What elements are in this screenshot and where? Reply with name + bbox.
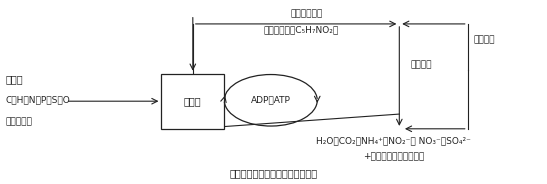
Text: +能量有机酸、醇、胺等: +能量有机酸、醇、胺等 [363,153,424,162]
Text: 微生物: 微生物 [184,96,202,106]
Text: 微生物细胞（C₅H₇NO₂）: 微生物细胞（C₅H₇NO₂） [264,26,339,35]
Text: 恶臭生物处理中污染物的转化过程: 恶臭生物处理中污染物的转化过程 [229,169,318,178]
Text: 有机物: 有机物 [5,74,23,84]
Text: H₂O、CO₂、NH₄⁺、NO₂⁻、 NO₃⁻、SO₄²⁻: H₂O、CO₂、NH₄⁺、NO₂⁻、 NO₃⁻、SO₄²⁻ [316,136,472,145]
Bar [161,74,224,129]
Text: 能量利用: 能量利用 [473,35,494,44]
Text: 内源呼吸: 内源呼吸 [410,61,432,70]
Text: 同化（合成）: 同化（合成） [291,9,323,18]
Text: 及维生素等: 及维生素等 [5,117,32,126]
Text: ADP能ATP: ADP能ATP [251,96,290,105]
Text: C、H、N、P、S、O: C、H、N、P、S、O [5,95,70,104]
